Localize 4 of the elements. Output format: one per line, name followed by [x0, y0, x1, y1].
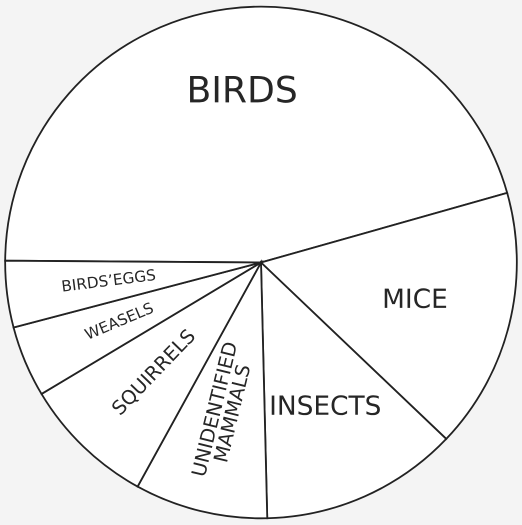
slice-label: INSECTS: [272, 395, 380, 416]
slice-label: MICE: [384, 288, 446, 308]
slice-label: BIRDS: [190, 76, 296, 103]
slice-label: BIRDS’EGGS: [62, 268, 156, 292]
